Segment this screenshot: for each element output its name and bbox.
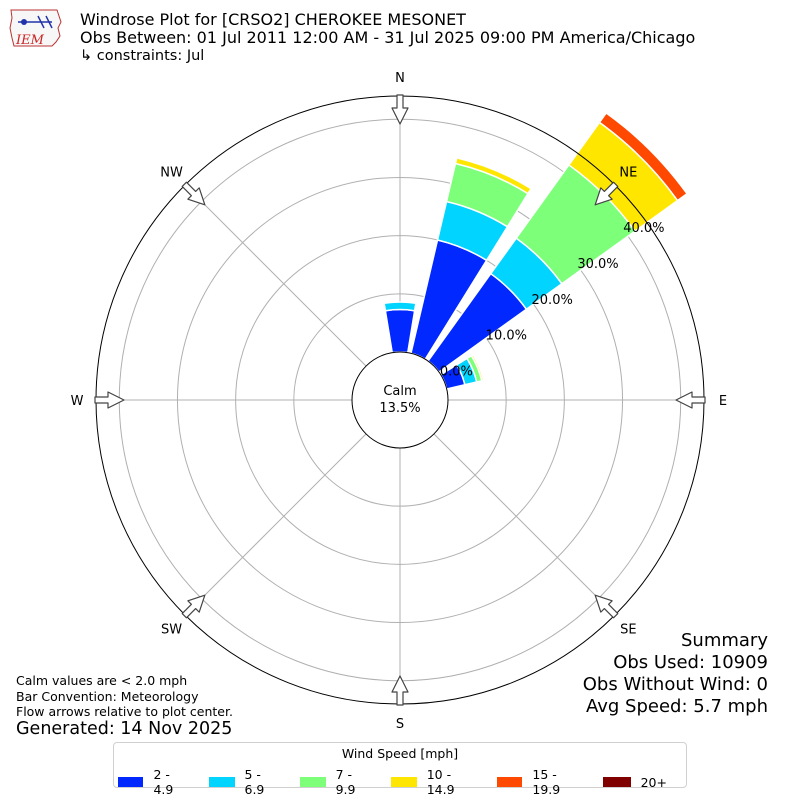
legend-swatch <box>118 777 144 787</box>
flow-arrow-icon <box>675 391 706 409</box>
flow-arrow-icon <box>181 594 206 619</box>
legend-items: 2 - 4.9 5 - 6.9 7 - 9.9 10 - 14.9 15 - 1… <box>118 767 686 797</box>
radial-tick-label: 40.0% <box>623 221 664 236</box>
legend-label: 2 - 4.9 <box>153 767 174 797</box>
calm-value: 13.5% <box>379 401 420 416</box>
summary-obs-without-wind: Obs Without Wind: 0 <box>582 674 768 695</box>
legend-swatch <box>602 777 631 787</box>
legend-swatch <box>209 777 235 787</box>
title-line-1: Windrose Plot for [CRSO2] CHEROKEE MESON… <box>80 10 466 29</box>
direction-labels: N NE E SE S SW W NW <box>71 71 728 732</box>
title-line-3: ↳ constraints: Jul <box>80 48 205 64</box>
grid-spoke <box>184 399 401 616</box>
note-calm: Calm values are < 2.0 mph <box>16 673 188 688</box>
flow-arrows <box>94 94 706 706</box>
radial-tick-label: 0.0% <box>440 364 473 379</box>
flow-arrow-icon <box>391 675 409 706</box>
bar-segment-nne <box>454 156 533 195</box>
summary-heading: Summary <box>681 630 768 651</box>
legend-item: 20+ <box>602 774 667 790</box>
bar-segment-ene <box>470 353 485 382</box>
legend-item: 7 - 9.9 <box>300 767 372 797</box>
calm-label: Calm <box>383 384 416 399</box>
radial-tick-label: 30.0% <box>577 257 618 272</box>
bar-segment-n <box>384 308 416 354</box>
calm-circle <box>351 351 449 449</box>
legend-item: 10 - 14.9 <box>391 767 478 797</box>
legend: Wind Speed [mph] 2 - 4.9 5 - 6.9 7 - 9.9… <box>113 742 687 797</box>
logo-text: IEM <box>15 33 45 48</box>
legend-item: 15 - 19.9 <box>496 767 584 797</box>
direction-label-nw: NW <box>160 166 183 181</box>
legend-title: Wind Speed [mph] <box>341 746 459 761</box>
legend-swatch <box>496 777 523 787</box>
legend-swatch <box>391 777 417 787</box>
direction-label-se: SE <box>620 622 636 637</box>
direction-label-n: N <box>395 71 405 86</box>
legend-label: 15 - 19.9 <box>532 767 561 797</box>
legend-swatch <box>300 777 326 787</box>
summary-obs-used: Obs Used: 10909 <box>613 652 768 673</box>
direction-label-sw: SW <box>161 622 182 637</box>
direction-label-ne: NE <box>619 166 637 181</box>
flow-arrow-icon <box>594 181 619 206</box>
direction-label-w: W <box>71 394 84 409</box>
notes-block: Calm values are < 2.0 mph Bar Convention… <box>16 673 233 720</box>
direction-label-e: E <box>719 394 727 409</box>
radial-tick-label: 20.0% <box>532 293 573 308</box>
windrose-bars <box>383 111 689 390</box>
grid-spoke <box>184 184 401 401</box>
legend-item: 2 - 4.9 <box>118 767 190 797</box>
legend-label: 20+ <box>640 774 667 790</box>
radial-tick-labels: 0.0% 10.0% 20.0% 30.0% 40.0% <box>440 221 665 379</box>
radial-tick-label: 10.0% <box>486 329 527 344</box>
legend-label: 10 - 14.9 <box>426 767 455 797</box>
legend-label: 5 - 6.9 <box>244 767 265 797</box>
legend-item: 5 - 6.9 <box>209 767 281 797</box>
flow-arrow-icon <box>594 594 619 619</box>
direction-label-s: S <box>396 717 404 732</box>
note-flow-arrows: Flow arrows relative to plot center. <box>16 704 233 719</box>
iem-logo: IEM <box>9 9 62 48</box>
flow-arrow-icon <box>391 94 409 125</box>
flow-arrow-icon <box>94 391 125 409</box>
summary-box: Summary Obs Used: 10909 Obs Without Wind… <box>583 630 768 718</box>
generated-date: Generated: 14 Nov 2025 <box>16 719 233 739</box>
legend-label: 7 - 9.9 <box>335 767 356 797</box>
title-line-2: Obs Between: 01 Jul 2011 12:00 AM - 31 J… <box>80 28 696 47</box>
grid-spoke <box>399 399 616 616</box>
flow-arrow-icon <box>181 181 206 206</box>
bar-segment-ne <box>598 111 689 202</box>
note-bar-convention: Bar Convention: Meteorology <box>16 688 199 704</box>
summary-avg-speed: Avg Speed: 5.7 mph <box>586 696 768 717</box>
bar-segment-n <box>383 301 417 312</box>
